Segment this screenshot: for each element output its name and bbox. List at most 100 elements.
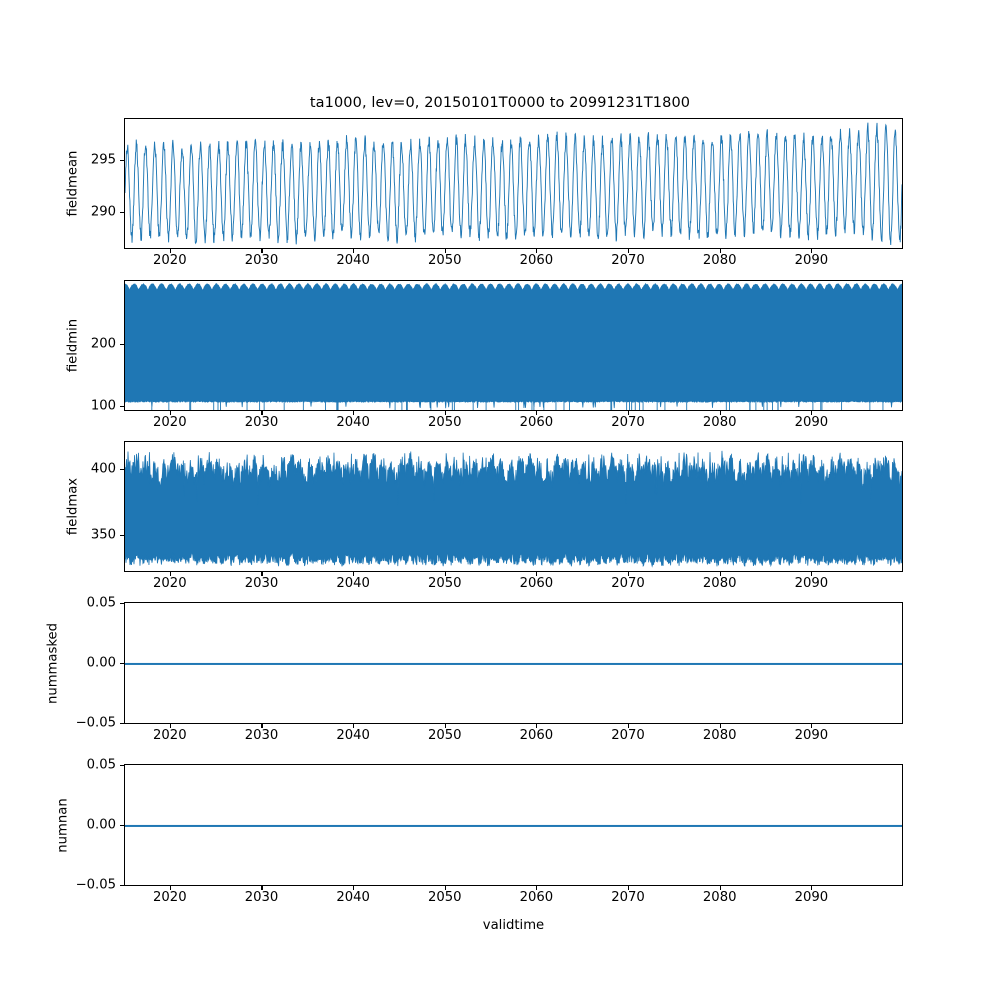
fieldmin-ytick-mark — [120, 344, 124, 346]
numnan-xtick-label: 2080 — [702, 890, 737, 905]
fieldmax-ytick-mark — [120, 535, 124, 537]
fieldmax-plot-area — [125, 450, 902, 568]
fieldmax-ytick-label: 350 — [90, 527, 116, 543]
fieldmean-xtick-mark — [169, 249, 171, 253]
fieldmean-xtick-label: 2060 — [519, 253, 554, 268]
fieldmean-xtick-mark — [811, 249, 813, 253]
fieldmin-ytick-label: 200 — [90, 336, 116, 352]
nummasked-ytick-mark — [120, 663, 124, 665]
numnan-ytick-label: −0.05 — [75, 877, 116, 893]
numnan-zero-line — [125, 824, 902, 828]
fieldmax-xtick-label: 2050 — [427, 576, 462, 591]
numnan-ytick-mark — [120, 885, 124, 887]
fieldmin-xtick-label: 2070 — [611, 415, 645, 430]
panel-fieldmean — [124, 118, 903, 249]
fieldmax-xtick-mark — [536, 572, 538, 576]
fieldmax-xtick-label: 2090 — [794, 576, 829, 591]
fieldmin-xtick-label: 2050 — [427, 415, 462, 430]
fieldmax-xtick-label: 2060 — [519, 576, 554, 591]
fieldmax-ytick-mark — [120, 469, 124, 471]
nummasked-xtick-mark — [536, 724, 538, 728]
nummasked-xtick-label: 2050 — [427, 728, 462, 743]
fieldmax-xtick-label: 2040 — [336, 576, 370, 591]
nummasked-xtick-label: 2040 — [336, 728, 370, 743]
numnan-xtick-label: 2040 — [336, 890, 370, 905]
fieldmin-xtick-mark — [261, 411, 263, 415]
fieldmin-xtick-label: 2090 — [794, 415, 829, 430]
fieldmin-xtick-mark — [353, 411, 355, 415]
fieldmean-xtick-label: 2090 — [794, 253, 829, 268]
nummasked-ytick-mark — [120, 603, 124, 605]
fieldmean-xtick-mark — [444, 249, 446, 253]
fieldmin-xtick-label: 2060 — [519, 415, 554, 430]
fieldmin-xtick-label: 2020 — [153, 415, 187, 430]
numnan-xtick-mark — [261, 886, 263, 890]
nummasked-ytick-label: 0.05 — [86, 595, 116, 611]
fieldmax-xtick-mark — [444, 572, 446, 576]
numnan-xtick-label: 2020 — [153, 890, 187, 905]
numnan-xtick-mark — [169, 886, 171, 890]
nummasked-xtick-mark — [444, 724, 446, 728]
fieldmean-xtick-label: 2020 — [153, 253, 187, 268]
fieldmin-xtick-label: 2080 — [702, 415, 737, 430]
panel-numnan — [124, 764, 903, 886]
fieldmax-xtick-mark — [353, 572, 355, 576]
panel-fieldmin — [124, 280, 903, 411]
fieldmax-xtick-label: 2080 — [702, 576, 737, 591]
nummasked-xtick-label: 2070 — [611, 728, 645, 743]
numnan-ytick-mark — [120, 765, 124, 767]
numnan-xtick-label: 2060 — [519, 890, 554, 905]
nummasked-ytick-label: −0.05 — [75, 715, 116, 731]
panel-fieldmax — [124, 441, 903, 572]
fieldmean-xtick-mark — [261, 249, 263, 253]
fieldmean-y-axis-label: fieldmean — [65, 150, 81, 217]
fieldmax-xtick-mark — [169, 572, 171, 576]
numnan-xtick-label: 2030 — [244, 890, 279, 905]
fieldmean-plot-area — [125, 122, 902, 245]
nummasked-ytick-mark — [120, 723, 124, 725]
fieldmin-xtick-mark — [536, 411, 538, 415]
fieldmax-xtick-label: 2030 — [244, 576, 279, 591]
fieldmean-ytick-mark — [120, 212, 124, 214]
fieldmin-ytick-mark — [120, 406, 124, 408]
fieldmean-xtick-mark — [536, 249, 538, 253]
fieldmax-xtick-mark — [628, 572, 630, 576]
nummasked-xtick-label: 2030 — [244, 728, 279, 743]
nummasked-xtick-label: 2090 — [794, 728, 829, 743]
nummasked-xtick-mark — [353, 724, 355, 728]
fieldmax-xtick-label: 2070 — [611, 576, 645, 591]
nummasked-xtick-label: 2020 — [153, 728, 187, 743]
fieldmax-xtick-label: 2020 — [153, 576, 187, 591]
numnan-ytick-label: 0.00 — [86, 817, 116, 833]
fieldmax-ytick-label: 400 — [90, 461, 116, 477]
fieldmin-xtick-label: 2040 — [336, 415, 370, 430]
nummasked-xtick-mark — [811, 724, 813, 728]
fieldmin-xtick-label: 2030 — [244, 415, 279, 430]
numnan-xtick-label: 2070 — [611, 890, 645, 905]
nummasked-xtick-label: 2080 — [702, 728, 737, 743]
fieldmin-xtick-mark — [169, 411, 171, 415]
numnan-xtick-mark — [536, 886, 538, 890]
numnan-xtick-mark — [628, 886, 630, 890]
fieldmean-xtick-label: 2030 — [244, 253, 279, 268]
fieldmin-xtick-mark — [444, 411, 446, 415]
x-axis-label: validtime — [482, 918, 545, 933]
fieldmean-ytick-label: 290 — [90, 204, 116, 220]
fieldmean-xtick-label: 2070 — [611, 253, 645, 268]
fieldmean-xtick-label: 2080 — [702, 253, 737, 268]
nummasked-xtick-mark — [169, 724, 171, 728]
nummasked-zero-line — [125, 662, 902, 666]
nummasked-xtick-label: 2060 — [519, 728, 554, 743]
fieldmean-ytick-label: 295 — [90, 152, 116, 168]
fieldmax-xtick-mark — [719, 572, 721, 576]
fieldmean-xtick-mark — [353, 249, 355, 253]
numnan-xtick-mark — [353, 886, 355, 890]
fieldmean-xtick-mark — [628, 249, 630, 253]
numnan-xtick-mark — [444, 886, 446, 890]
numnan-xtick-mark — [811, 886, 813, 890]
fieldmean-xtick-mark — [719, 249, 721, 253]
fieldmin-ytick-label: 100 — [90, 398, 116, 414]
fieldmax-y-axis-label: fieldmax — [65, 477, 81, 536]
figure-title: ta1000, lev=0, 20150101T0000 to 20991231… — [309, 95, 691, 111]
